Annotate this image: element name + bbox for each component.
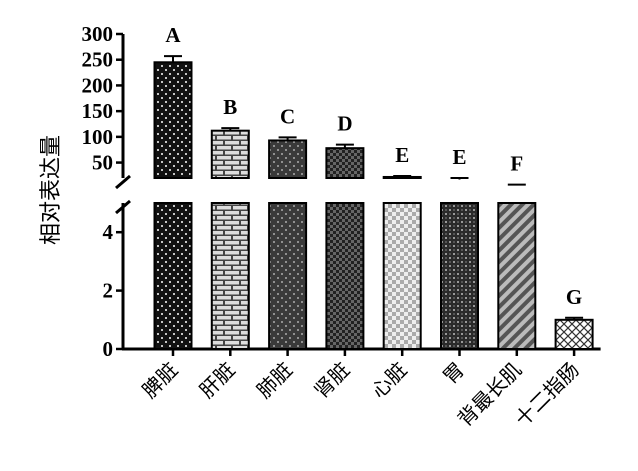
- significance-letter: E: [452, 145, 466, 169]
- bar: [497, 202, 537, 350]
- bar: [210, 129, 250, 179]
- y-tick-label: 2: [103, 279, 114, 303]
- x-tick-label: 肝脏: [195, 358, 240, 403]
- y-tick-label: 300: [82, 22, 114, 46]
- axis-break-mark: [115, 174, 131, 190]
- y-tick-label: 200: [82, 73, 114, 97]
- bar: [554, 318, 594, 350]
- y-tick-label: 100: [82, 125, 114, 149]
- x-tick-label: 心脏: [366, 358, 411, 403]
- x-tick-label: 肾脏: [309, 358, 354, 403]
- bar: [440, 202, 479, 350]
- bar: [325, 147, 365, 180]
- significance-letter: F: [510, 152, 523, 176]
- bar: [153, 61, 193, 179]
- bar: [382, 202, 422, 350]
- bar: [382, 175, 422, 180]
- y-tick-label: 250: [82, 48, 114, 72]
- x-tick-label: 十二指肠: [510, 358, 584, 432]
- significance-letter: D: [337, 112, 352, 136]
- y-tick-label: 0: [103, 337, 114, 361]
- y-tick-label: 50: [92, 151, 113, 175]
- x-tick-label: 胃: [438, 358, 469, 389]
- bar: [153, 202, 193, 350]
- bar: [210, 202, 250, 350]
- y-tick-label: 150: [82, 99, 114, 123]
- significance-letter: G: [566, 285, 582, 309]
- bar: [268, 202, 308, 350]
- bar: [268, 139, 308, 179]
- bar: [325, 202, 365, 350]
- bars-group: A B C D E E F G: [153, 23, 594, 350]
- significance-letter: C: [280, 104, 295, 128]
- significance-letter: B: [223, 95, 237, 119]
- x-tick-label: 脾脏: [137, 358, 182, 403]
- x-tick-label: 肺脏: [252, 358, 297, 403]
- significance-letter: A: [165, 23, 181, 47]
- y-axis-title: 相对表达量: [39, 135, 64, 245]
- y-tick-label: 4: [103, 220, 114, 244]
- axis-break-mark: [115, 199, 131, 215]
- significance-letter: E: [395, 143, 409, 167]
